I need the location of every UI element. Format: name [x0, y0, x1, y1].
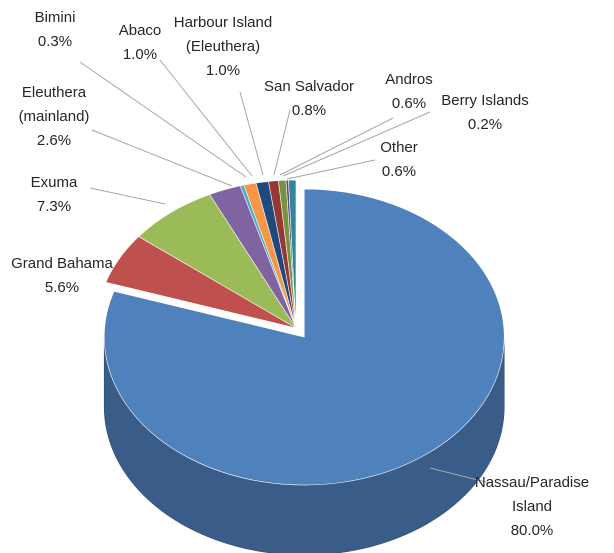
slice-label-abaco: Abaco 1.0%: [119, 22, 162, 63]
slice-value-label: 0.8%: [292, 102, 326, 119]
slice-label-grand-bahama: Grand Bahama 5.6%: [11, 255, 113, 296]
slice-value-label: 80.0%: [511, 522, 554, 539]
slice-label-name: Abaco: [119, 22, 162, 39]
slice-label-name: Other: [380, 139, 418, 156]
slice-value-label: 1.0%: [123, 46, 157, 63]
slice-value-label: 1.0%: [206, 62, 240, 79]
slice-label-nassau-paradise-island: Nassau/Paradise Island 80.0%: [475, 474, 589, 539]
slice-label-name: Exuma: [31, 174, 78, 191]
leader-line-berry-islands: [282, 111, 431, 177]
slice-value-label: 0.2%: [468, 116, 502, 133]
slice-label-other: Other 0.6%: [380, 139, 418, 180]
slice-label-name: Eleuthera: [22, 84, 87, 101]
slice-label-eleuthera-mainland: Eleuthera (mainland) 2.6%: [19, 84, 90, 149]
leader-line-eleuthera-mainland: [91, 129, 233, 187]
leader-line-abaco: [159, 59, 253, 177]
slice-label-name: (mainland): [19, 108, 90, 125]
slice-value-label: 0.6%: [382, 163, 416, 180]
slice-label-name: (Eleuthera): [186, 38, 260, 55]
slice-label-name: Andros: [385, 71, 433, 88]
slice-label-harbour-island-eleuthera: Harbour Island (Eleuthera) 1.0%: [174, 14, 272, 79]
slice-label-name: Island: [512, 498, 552, 515]
leader-line-andros: [279, 117, 394, 176]
pie-slice-other: [288, 179, 297, 329]
slice-label-name: Grand Bahama: [11, 255, 113, 272]
leader-line-harbour-island-eleuthera: [239, 91, 264, 176]
leader-line-other: [286, 159, 376, 180]
slice-value-label: 2.6%: [37, 132, 71, 149]
slice-value-label: 0.3%: [38, 33, 72, 50]
slice-value-label: 7.3%: [37, 198, 71, 215]
leader-line-exuma: [89, 187, 166, 205]
slice-label-berry-islands: Berry Islands 0.2%: [441, 92, 529, 133]
slice-label-bimini: Bimini 0.3%: [35, 9, 76, 50]
slice-label-name: Harbour Island: [174, 14, 272, 31]
slice-value-label: 5.6%: [45, 279, 79, 296]
slice-value-label: 0.6%: [392, 95, 426, 112]
slice-label-exuma: Exuma 7.3%: [31, 174, 78, 215]
leader-line-bimini: [79, 61, 247, 178]
slice-label-andros: Andros 0.6%: [385, 71, 433, 112]
leader-line-nassau-paradise-island: [429, 467, 491, 484]
slice-label-name: Berry Islands: [441, 92, 529, 109]
slice-label-san-salvador: San Salvador 0.8%: [264, 78, 354, 119]
slice-label-name: Bimini: [35, 9, 76, 26]
slice-label-name: San Salvador: [264, 78, 354, 95]
slice-label-name: Nassau/Paradise: [475, 474, 589, 491]
pie-slice-nassau-paradise-island: [103, 188, 505, 486]
leader-line-san-salvador: [273, 109, 291, 176]
